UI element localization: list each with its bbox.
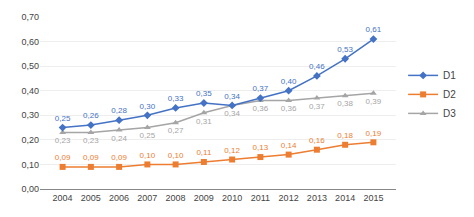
- svg-text:0,36: 0,36: [281, 104, 297, 113]
- svg-text:0,10: 0,10: [168, 151, 184, 160]
- svg-text:0,70: 0,70: [21, 12, 39, 22]
- svg-text:0,26: 0,26: [83, 111, 99, 120]
- svg-text:2009: 2009: [194, 193, 214, 203]
- svg-text:2012: 2012: [279, 193, 299, 203]
- svg-text:0,33: 0,33: [168, 94, 184, 103]
- svg-text:2014: 2014: [335, 193, 355, 203]
- svg-text:0,19: 0,19: [366, 129, 382, 138]
- svg-text:0,16: 0,16: [309, 136, 325, 145]
- svg-text:0,10: 0,10: [140, 151, 156, 160]
- svg-text:0,36: 0,36: [253, 104, 269, 113]
- svg-text:0,46: 0,46: [309, 62, 325, 71]
- svg-text:0,40: 0,40: [21, 86, 39, 96]
- svg-text:0,09: 0,09: [111, 153, 127, 162]
- svg-text:0,50: 0,50: [21, 61, 39, 71]
- svg-text:0,11: 0,11: [196, 148, 212, 157]
- svg-text:0,30: 0,30: [140, 102, 156, 111]
- svg-text:2005: 2005: [81, 193, 101, 203]
- svg-text:D1: D1: [443, 70, 456, 81]
- svg-text:0,31: 0,31: [196, 117, 212, 126]
- svg-text:2015: 2015: [363, 193, 383, 203]
- svg-text:0,60: 0,60: [21, 37, 39, 47]
- svg-text:2011: 2011: [251, 193, 270, 203]
- svg-text:0,09: 0,09: [55, 153, 71, 162]
- svg-text:0,39: 0,39: [366, 97, 382, 106]
- svg-text:0,23: 0,23: [83, 136, 99, 145]
- svg-text:0,27: 0,27: [168, 126, 184, 135]
- svg-text:0,37: 0,37: [309, 102, 325, 111]
- svg-text:0,35: 0,35: [196, 89, 212, 98]
- svg-text:2013: 2013: [307, 193, 327, 203]
- svg-text:D3: D3: [443, 108, 456, 119]
- svg-text:2007: 2007: [137, 193, 157, 203]
- svg-text:0,34: 0,34: [224, 109, 240, 118]
- svg-text:2004: 2004: [53, 193, 73, 203]
- svg-text:0,40: 0,40: [281, 77, 297, 86]
- svg-text:D2: D2: [443, 89, 456, 100]
- svg-text:0,34: 0,34: [224, 92, 240, 101]
- svg-text:0,25: 0,25: [140, 131, 156, 140]
- svg-text:0,53: 0,53: [337, 45, 353, 54]
- svg-text:0,18: 0,18: [337, 131, 353, 140]
- svg-text:0,13: 0,13: [253, 143, 269, 152]
- svg-text:0,12: 0,12: [224, 146, 240, 155]
- svg-text:0,23: 0,23: [55, 136, 71, 145]
- svg-text:0,09: 0,09: [83, 153, 99, 162]
- svg-text:0,28: 0,28: [111, 106, 127, 115]
- svg-text:2008: 2008: [166, 193, 186, 203]
- svg-text:0,24: 0,24: [111, 134, 127, 143]
- svg-text:0,37: 0,37: [253, 84, 269, 93]
- svg-text:0,25: 0,25: [55, 114, 71, 123]
- svg-text:0,14: 0,14: [281, 141, 297, 150]
- svg-text:2006: 2006: [109, 193, 129, 203]
- svg-text:0,61: 0,61: [366, 25, 382, 34]
- svg-text:2010: 2010: [222, 193, 242, 203]
- svg-text:0,10: 0,10: [21, 160, 39, 170]
- svg-text:0,20: 0,20: [21, 135, 39, 145]
- svg-text:0,38: 0,38: [337, 99, 353, 108]
- svg-text:0,00: 0,00: [21, 184, 39, 194]
- svg-text:0,30: 0,30: [21, 110, 39, 120]
